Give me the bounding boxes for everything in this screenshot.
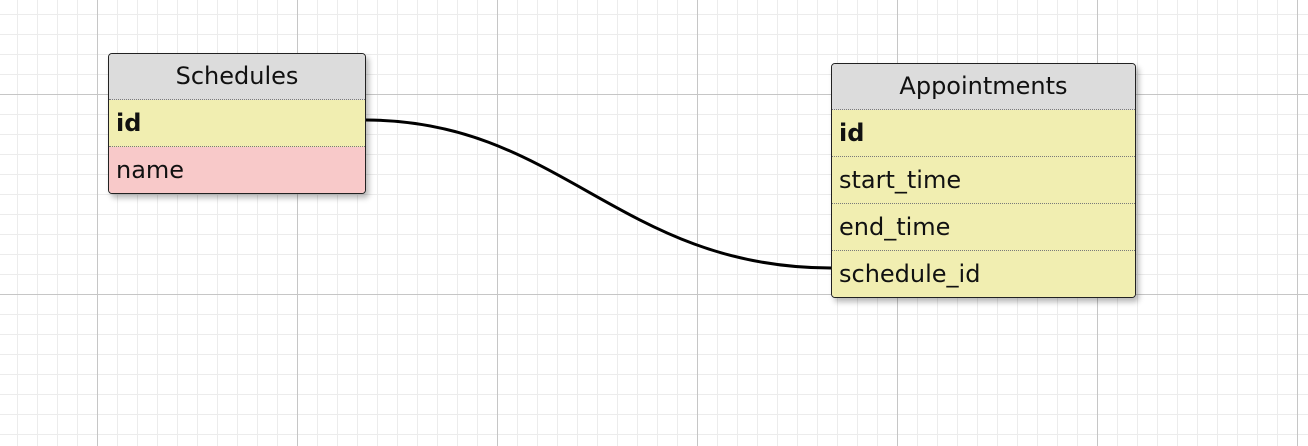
- relation-schedules-id-to-appointments-schedule-id[interactable]: [365, 118, 832, 270]
- table-schedules[interactable]: Schedules id name: [108, 53, 366, 194]
- table-appointments-title: Appointments: [832, 64, 1135, 110]
- table-appointments-field-start-time[interactable]: start_time: [832, 157, 1135, 204]
- table-appointments-field-end-time[interactable]: end_time: [832, 204, 1135, 251]
- table-appointments-field-id[interactable]: id: [832, 110, 1135, 157]
- table-appointments[interactable]: Appointments id start_time end_time sche…: [831, 63, 1136, 298]
- table-appointments-field-schedule-id[interactable]: schedule_id: [832, 251, 1135, 297]
- table-schedules-field-name[interactable]: name: [109, 147, 365, 193]
- table-schedules-title: Schedules: [109, 54, 365, 100]
- table-schedules-field-id[interactable]: id: [109, 100, 365, 147]
